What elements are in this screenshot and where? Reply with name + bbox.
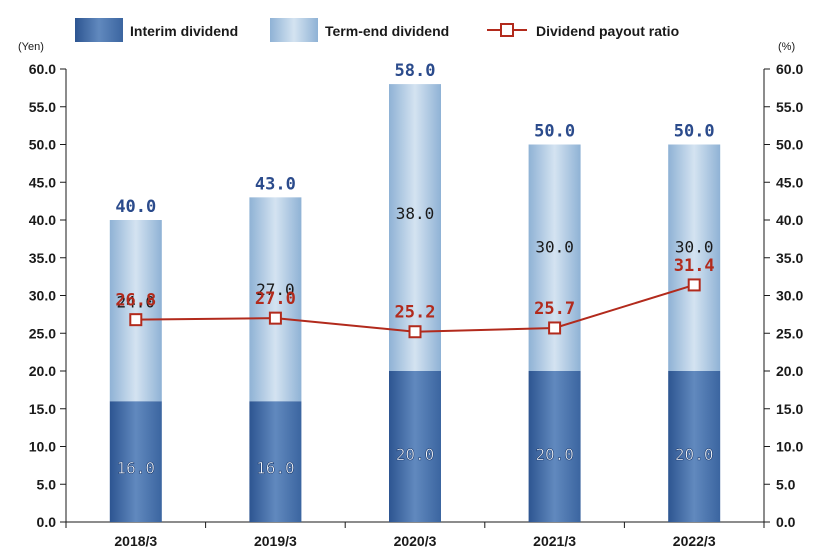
termend-value-label: 30.0 <box>675 237 714 256</box>
bar-termend <box>249 197 302 402</box>
left-tick-label: 25.0 <box>29 325 56 341</box>
ratio-value-label: 31.4 <box>674 256 715 276</box>
legend-label-termend: Term-end dividend <box>325 23 449 39</box>
interim-value-label: 16.0 <box>117 459 156 478</box>
right-tick-label: 15.0 <box>776 401 803 417</box>
left-tick-label: 35.0 <box>29 250 56 266</box>
legend-swatch-ratio-marker <box>500 23 514 37</box>
ratio-value-label: 26.8 <box>115 291 156 311</box>
ratio-marker <box>687 278 701 292</box>
left-tick-label: 5.0 <box>37 476 57 492</box>
bar-termend <box>109 220 162 402</box>
category-label: 2018/3 <box>114 533 157 549</box>
total-value-label: 50.0 <box>674 122 715 142</box>
left-tick-label: 50.0 <box>29 137 56 153</box>
left-tick-label: 0.0 <box>37 514 57 530</box>
legend-label-ratio: Dividend payout ratio <box>536 23 679 39</box>
ratio-marker <box>268 311 282 325</box>
left-tick-label: 30.0 <box>29 288 56 304</box>
category-label: 2019/3 <box>254 533 297 549</box>
ratio-marker <box>548 321 562 335</box>
total-value-label: 40.0 <box>115 197 156 217</box>
category-label: 2021/3 <box>533 533 576 549</box>
category-label: 2020/3 <box>394 533 437 549</box>
legend-swatch-interim <box>75 18 123 42</box>
right-tick-label: 0.0 <box>776 514 796 530</box>
termend-value-label: 38.0 <box>396 204 435 223</box>
bar-termend <box>389 84 441 371</box>
left-tick-label: 40.0 <box>29 212 56 228</box>
left-axis-unit: (Yen) <box>18 41 44 53</box>
right-tick-label: 40.0 <box>776 212 803 228</box>
right-tick-label: 45.0 <box>776 174 803 190</box>
left-tick-label: 60.0 <box>29 61 56 77</box>
left-tick-label: 45.0 <box>29 174 56 190</box>
termend-value-label: 30.0 <box>535 237 574 256</box>
left-tick-label: 10.0 <box>29 439 56 455</box>
right-tick-label: 20.0 <box>776 363 803 379</box>
termend-value-label: 24.0 <box>117 293 156 312</box>
bar-interim <box>528 371 581 522</box>
interim-value-label: 20.0 <box>535 445 574 464</box>
total-value-label: 58.0 <box>395 61 436 81</box>
bar-interim <box>109 401 162 522</box>
right-tick-label: 60.0 <box>776 61 803 77</box>
left-tick-label: 15.0 <box>29 401 56 417</box>
bar-termend <box>668 144 721 371</box>
ratio-marker <box>129 313 143 327</box>
legend-label-interim: Interim dividend <box>130 23 238 39</box>
ratio-value-label: 25.2 <box>395 303 436 323</box>
right-tick-label: 30.0 <box>776 288 803 304</box>
termend-value-label: 27.0 <box>256 280 295 299</box>
payout-ratio-line <box>129 278 701 339</box>
ratio-marker <box>408 325 422 339</box>
right-axis-unit: (%) <box>778 41 795 53</box>
legend-swatch-termend <box>270 18 318 42</box>
bar-interim <box>668 371 721 522</box>
bar-interim <box>249 401 302 522</box>
right-tick-label: 35.0 <box>776 250 803 266</box>
right-tick-label: 55.0 <box>776 99 803 115</box>
interim-value-label: 20.0 <box>675 445 714 464</box>
interim-value-label: 16.0 <box>256 459 295 478</box>
total-value-label: 50.0 <box>534 122 575 142</box>
ratio-value-label: 27.0 <box>255 289 296 309</box>
left-tick-label: 55.0 <box>29 99 56 115</box>
legend: Interim dividend Term-end dividend Divid… <box>75 18 679 42</box>
right-tick-label: 25.0 <box>776 325 803 341</box>
right-tick-label: 5.0 <box>776 476 796 492</box>
right-tick-label: 50.0 <box>776 137 803 153</box>
bar-termend <box>528 144 581 371</box>
data-labels: 16.0 24.0 40.0 16.0 27.0 43.0 20.0 38.0 58.0 20.0… <box>115 61 714 478</box>
bar-interim <box>389 371 441 522</box>
category-label: 2022/3 <box>673 533 716 549</box>
ratio-value-label: 25.7 <box>534 299 575 319</box>
interim-value-label: 20.0 <box>396 445 435 464</box>
bars <box>109 84 721 522</box>
right-tick-label: 10.0 <box>776 439 803 455</box>
left-tick-label: 20.0 <box>29 363 56 379</box>
axes: 0.0 5.0 10.0 15.0 20.0 25.0 30.0 35.0 40.0 45.0 50… <box>29 61 804 549</box>
total-value-label: 43.0 <box>255 174 296 194</box>
